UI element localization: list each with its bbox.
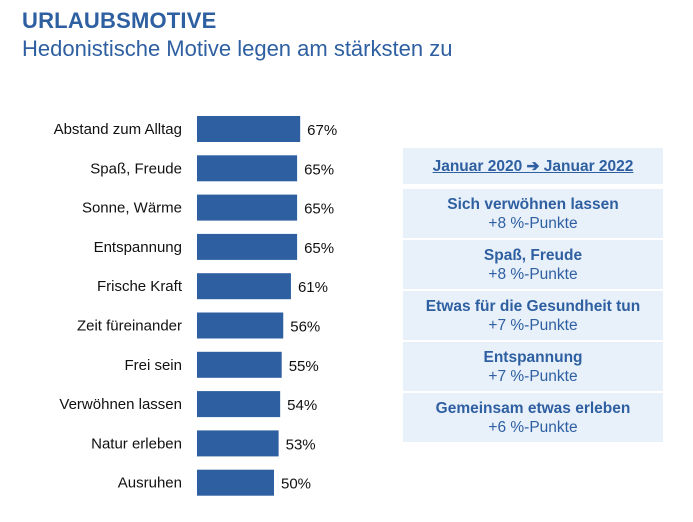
value-label: 61%: [298, 279, 328, 296]
panel-item: Sich verwöhnen lassen +8 %-Punkte: [403, 189, 663, 238]
category-label: Verwöhnen lassen: [59, 396, 182, 413]
panel-header: Januar 2020 ➔ Januar 2022: [403, 148, 663, 184]
panel-item-name: Gemeinsam etwas erleben: [435, 399, 631, 417]
value-label: 53%: [286, 436, 316, 453]
panel-item-name: Etwas für die Gesundheit tun: [425, 297, 641, 315]
bar: [197, 312, 284, 339]
category-label: Frei sein: [124, 357, 182, 374]
category-label: Frische Kraft: [97, 278, 183, 295]
category-label: Spaß, Freude: [90, 160, 182, 177]
panel-item-delta: +8 %-Punkte: [488, 265, 578, 283]
value-label: 65%: [304, 240, 334, 257]
bar: [197, 391, 281, 418]
panel-item-delta: +7 %-Punkte: [488, 316, 578, 334]
category-label: Sonne, Wärme: [82, 200, 182, 217]
panel-item: Spaß, Freude +8 %-Punkte: [403, 240, 663, 289]
category-label: Entspannung: [94, 239, 182, 256]
value-label: 54%: [287, 397, 317, 414]
category-label: Ausruhen: [118, 475, 182, 492]
panel-header-text: Januar 2020 ➔ Januar 2022: [432, 157, 634, 175]
panel-item-name: Sich verwöhnen lassen: [447, 195, 619, 213]
value-label: 55%: [289, 358, 319, 375]
panel-item: Gemeinsam etwas erleben +6 %-Punkte: [403, 393, 663, 442]
value-label: 65%: [304, 161, 334, 178]
category-label: Abstand zum Alltag: [54, 121, 182, 138]
bar: [197, 430, 279, 457]
page-subtitle: Hedonistische Motive legen am stärksten …: [22, 36, 453, 61]
bar: [197, 116, 301, 142]
panel-item-delta: +6 %-Punkte: [488, 418, 578, 436]
category-label: Zeit füreinander: [77, 318, 182, 335]
bar: [197, 155, 298, 182]
bar: [197, 351, 282, 378]
panel-item: Entspannung +7 %-Punkte: [403, 342, 663, 391]
panel-item-delta: +8 %-Punkte: [488, 214, 578, 232]
bar: [197, 194, 298, 221]
category-label: Natur erleben: [91, 435, 182, 452]
page-title: URLAUBSMOTIVE: [22, 8, 217, 33]
panel-item-name: Spaß, Freude: [483, 246, 583, 264]
panel-item-name: Entspannung: [483, 348, 583, 366]
value-label: 65%: [304, 201, 334, 218]
panel-item: Etwas für die Gesundheit tun +7 %-Punkte: [403, 291, 663, 340]
change-panel: Januar 2020 ➔ Januar 2022 Sich verwöhnen…: [403, 148, 663, 444]
bar: [197, 273, 291, 300]
bar-chart: Abstand zum Alltag 67% Spaß, Freude 65% Sonn…: [54, 116, 337, 496]
value-label: 56%: [290, 319, 320, 336]
value-label: 50%: [281, 476, 311, 493]
panel-item-delta: +7 %-Punkte: [488, 367, 578, 385]
bar: [197, 233, 298, 260]
value-label: 67%: [307, 122, 337, 139]
bar: [197, 469, 274, 496]
